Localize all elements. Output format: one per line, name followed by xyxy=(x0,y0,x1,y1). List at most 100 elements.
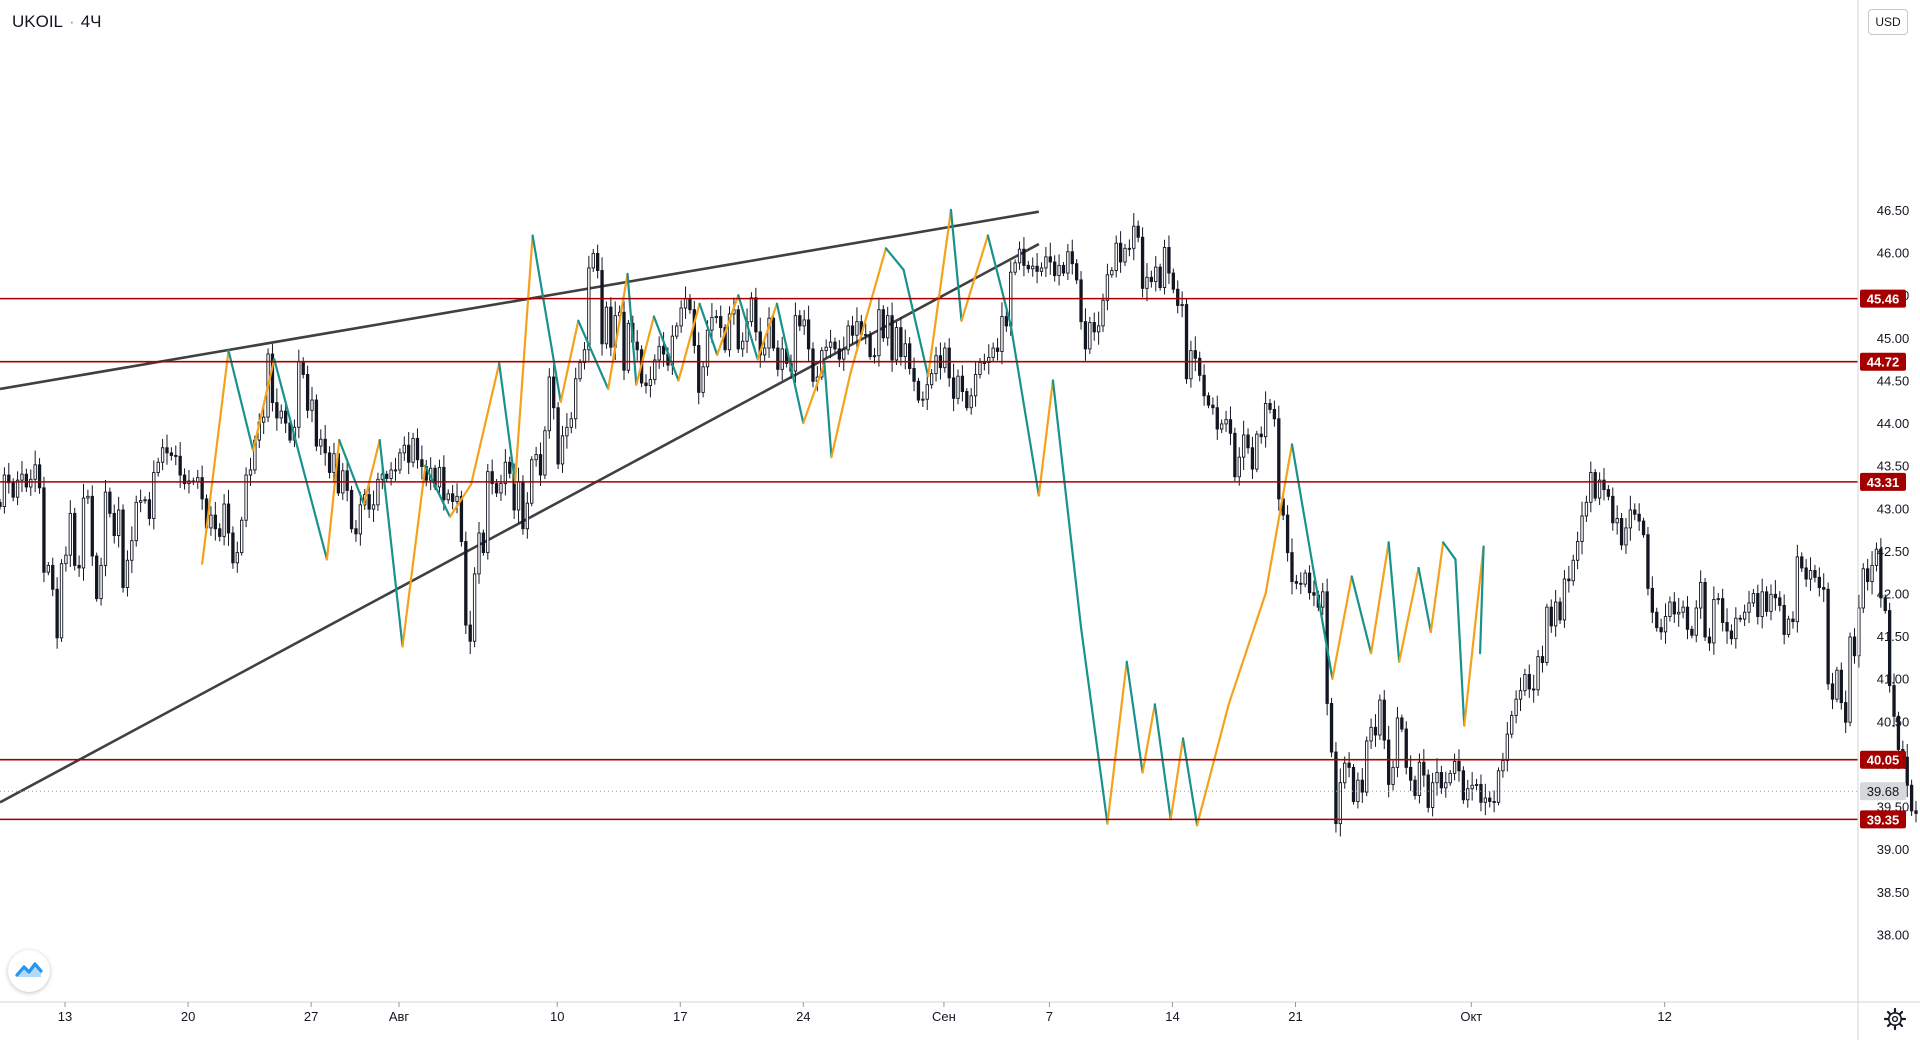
candle[interactable] xyxy=(1470,772,1474,801)
candle[interactable] xyxy=(160,438,165,471)
candle[interactable] xyxy=(165,434,169,465)
candle[interactable] xyxy=(442,455,446,511)
candle[interactable] xyxy=(310,386,314,423)
candle[interactable] xyxy=(20,461,24,493)
candle[interactable] xyxy=(1255,430,1259,473)
candle[interactable] xyxy=(1527,664,1531,698)
candle[interactable] xyxy=(1184,299,1189,384)
candle[interactable] xyxy=(1066,243,1070,281)
candle[interactable] xyxy=(1430,772,1435,817)
candle[interactable] xyxy=(1536,649,1540,696)
candle[interactable] xyxy=(1523,668,1527,696)
candle[interactable] xyxy=(1092,312,1096,341)
candle[interactable] xyxy=(525,492,530,539)
candle[interactable] xyxy=(1874,542,1879,572)
candle[interactable] xyxy=(894,322,899,366)
candle[interactable] xyxy=(81,483,86,581)
candle[interactable] xyxy=(1259,426,1263,444)
candle[interactable] xyxy=(1747,590,1751,624)
candle[interactable] xyxy=(776,340,780,377)
candle[interactable] xyxy=(1391,760,1395,791)
candle[interactable] xyxy=(1668,596,1672,622)
gear-icon[interactable] xyxy=(1882,1006,1908,1032)
candle[interactable] xyxy=(1277,405,1281,511)
candle[interactable] xyxy=(1118,231,1123,273)
candle[interactable] xyxy=(420,445,424,480)
candle[interactable] xyxy=(1655,607,1659,632)
candle[interactable] xyxy=(1140,227,1145,298)
candle[interactable] xyxy=(1202,364,1206,406)
candle[interactable] xyxy=(767,307,771,358)
candle[interactable] xyxy=(864,323,868,345)
candle[interactable] xyxy=(1321,582,1325,616)
candle[interactable] xyxy=(1835,666,1839,703)
candle[interactable] xyxy=(1334,742,1338,833)
candle[interactable] xyxy=(407,432,411,475)
candle[interactable] xyxy=(51,557,55,597)
candle[interactable] xyxy=(771,314,776,352)
candle[interactable] xyxy=(1096,311,1101,345)
candle[interactable] xyxy=(569,412,573,434)
candle[interactable] xyxy=(1061,261,1066,277)
candle[interactable] xyxy=(1193,336,1197,372)
candle[interactable] xyxy=(1887,602,1892,693)
candle[interactable] xyxy=(42,476,46,583)
candle[interactable] xyxy=(648,366,653,398)
candle[interactable] xyxy=(1127,239,1132,257)
candle[interactable] xyxy=(125,550,130,597)
candle[interactable] xyxy=(877,297,881,367)
candle[interactable] xyxy=(1176,280,1180,314)
candle[interactable] xyxy=(1272,400,1277,427)
candle[interactable] xyxy=(323,424,327,466)
candle[interactable] xyxy=(468,610,472,655)
candle[interactable] xyxy=(890,302,894,372)
candle[interactable] xyxy=(1839,662,1843,710)
candle[interactable] xyxy=(828,330,833,359)
candle[interactable] xyxy=(1808,557,1813,591)
candle[interactable] xyxy=(73,507,77,571)
candle[interactable] xyxy=(1738,614,1742,623)
candle[interactable] xyxy=(1365,736,1369,797)
candle[interactable] xyxy=(1145,263,1149,302)
candle[interactable] xyxy=(1769,584,1773,621)
candle[interactable] xyxy=(1690,625,1694,639)
candle[interactable] xyxy=(1637,503,1641,531)
candle[interactable] xyxy=(1004,309,1009,332)
candle[interactable] xyxy=(1373,714,1378,747)
candle[interactable] xyxy=(1641,517,1646,538)
candle[interactable] xyxy=(24,468,29,492)
candle[interactable] xyxy=(367,484,371,519)
candle[interactable] xyxy=(811,342,815,388)
candle[interactable] xyxy=(1751,589,1756,607)
candle[interactable] xyxy=(1703,577,1707,642)
candle[interactable] xyxy=(1786,615,1791,638)
candle[interactable] xyxy=(1909,779,1914,816)
candle[interactable] xyxy=(1567,565,1571,593)
candle[interactable] xyxy=(486,463,490,560)
candle[interactable] xyxy=(1822,573,1826,603)
candle[interactable] xyxy=(591,248,595,272)
candle[interactable] xyxy=(837,340,842,368)
candle[interactable] xyxy=(95,552,99,602)
candle[interactable] xyxy=(1571,554,1575,586)
candle[interactable] xyxy=(1817,567,1821,597)
candle[interactable] xyxy=(925,372,929,411)
candle[interactable] xyxy=(314,394,319,452)
candle[interactable] xyxy=(1575,531,1580,570)
candle[interactable] xyxy=(951,363,956,412)
candle[interactable] xyxy=(574,367,578,429)
candle[interactable] xyxy=(538,442,543,486)
candle[interactable] xyxy=(415,428,420,469)
candle[interactable] xyxy=(921,391,925,408)
candle[interactable] xyxy=(1154,256,1158,292)
candle[interactable] xyxy=(675,322,679,340)
candle[interactable] xyxy=(1347,752,1351,778)
candle[interactable] xyxy=(1136,220,1140,243)
candle[interactable] xyxy=(806,305,811,362)
candle[interactable] xyxy=(279,404,283,424)
candle[interactable] xyxy=(1400,714,1404,733)
candle[interactable] xyxy=(1826,582,1830,690)
candle[interactable] xyxy=(912,357,916,392)
candle[interactable] xyxy=(973,362,978,407)
candle[interactable] xyxy=(450,484,455,510)
